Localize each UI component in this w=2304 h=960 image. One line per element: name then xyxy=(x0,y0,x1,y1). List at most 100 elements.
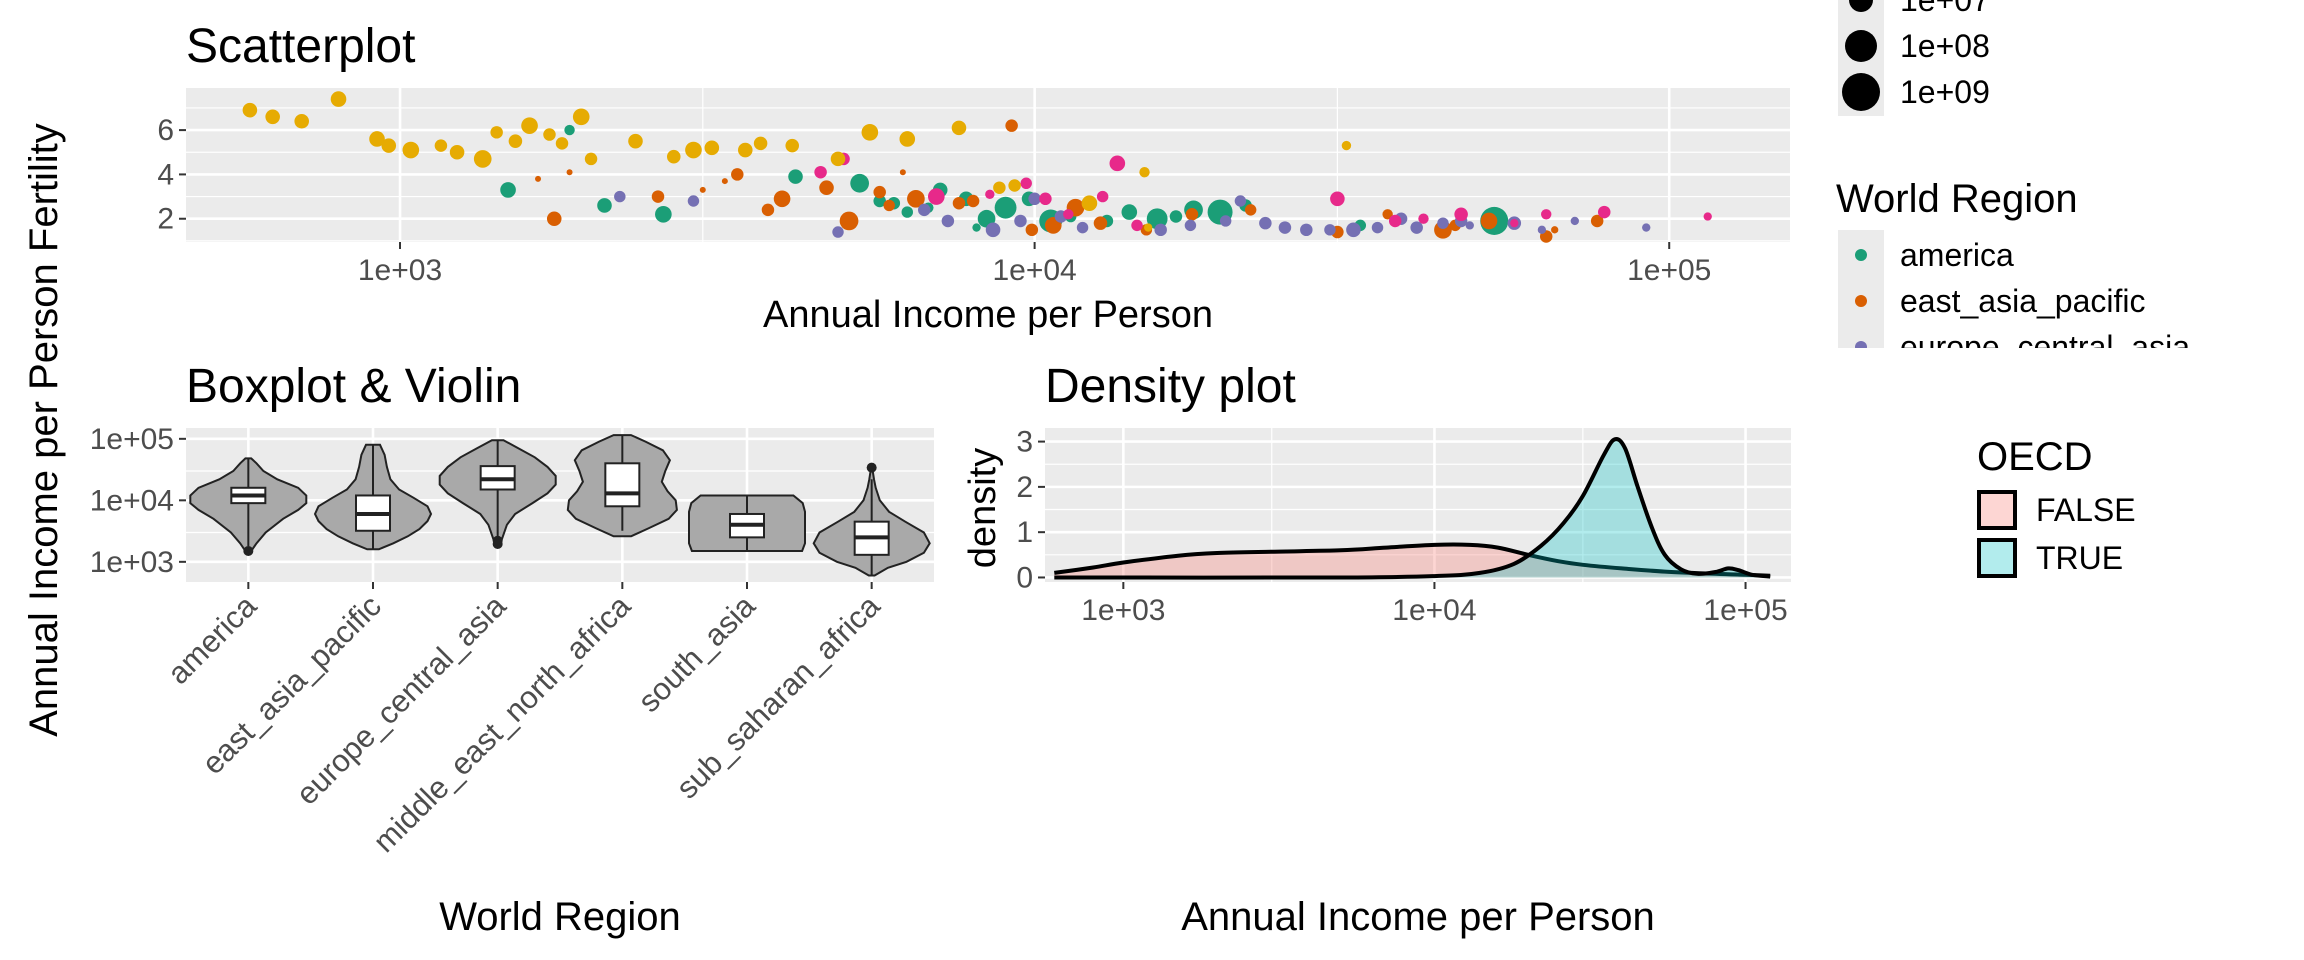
density-grid xyxy=(1045,428,1791,582)
density-x-axis-title: Annual Income per Person xyxy=(1181,895,1655,939)
density-x-tick-label: 1e+03 xyxy=(1081,594,1165,627)
scatter-point xyxy=(687,195,700,207)
scatter-point xyxy=(1598,205,1611,219)
scatter-point xyxy=(449,144,465,160)
scatter-x-tick-label: 1e+04 xyxy=(992,254,1076,287)
scatter-point xyxy=(830,151,846,167)
scatter-point xyxy=(1076,221,1089,234)
scatter-point xyxy=(883,199,895,212)
scatter-point xyxy=(614,190,626,203)
scatter-point xyxy=(918,203,931,217)
scatter-point xyxy=(1382,209,1393,220)
scatter-point xyxy=(738,142,753,158)
scatter-point xyxy=(535,175,542,182)
scatter-point xyxy=(1093,216,1108,230)
scatter-point xyxy=(1465,221,1474,230)
scatter-point xyxy=(1109,155,1126,172)
world-region-legend-key xyxy=(1855,249,1867,261)
scatter-point xyxy=(850,173,869,193)
scatter-y-tick-label: 2 xyxy=(157,203,174,236)
density-y-tick-label: 2 xyxy=(1016,471,1033,504)
scatter-point xyxy=(1184,219,1197,232)
scatter-point xyxy=(832,226,844,238)
box-iqr xyxy=(604,462,641,508)
scatter-point xyxy=(1020,177,1032,190)
scatter-point xyxy=(1131,219,1143,232)
size-legend-label: 1e+08 xyxy=(1900,28,1990,64)
scatter-points xyxy=(242,91,1712,243)
scatter-point xyxy=(1008,179,1021,192)
density-y-tick-label: 3 xyxy=(1016,426,1033,459)
violin-x-axis-title: World Region xyxy=(439,895,681,939)
violin-title: Boxplot & Violin xyxy=(186,360,521,413)
scatter-point xyxy=(1330,191,1345,207)
scatter-point xyxy=(972,223,981,232)
scatter-point xyxy=(434,139,448,152)
scatter-point xyxy=(927,188,945,205)
scatter-point xyxy=(785,138,799,153)
scatter-point xyxy=(1025,223,1039,237)
violin-x-tick-label: south_asia xyxy=(631,588,762,719)
scatter-point xyxy=(704,140,720,156)
density-areas xyxy=(1054,437,1771,580)
density-axes: 0 1 2 3 1e+03 1e+04 1e+05 xyxy=(1016,426,1787,627)
box-outlier xyxy=(492,538,503,549)
oecd-legend-key-bg xyxy=(1977,538,2017,578)
world-region-legend-label: america xyxy=(1900,237,2014,273)
scatter-point xyxy=(330,91,347,107)
size-legend-label: 1e+09 xyxy=(1900,74,1990,110)
scatter-point xyxy=(1324,224,1336,236)
scatter-point xyxy=(966,194,980,208)
scatter-point xyxy=(788,169,803,184)
box-outlier xyxy=(243,546,254,557)
scatter-point xyxy=(951,120,967,136)
oecd-legend-key-bg xyxy=(1977,490,2017,530)
violin-y-tick-label: 1e+05 xyxy=(90,423,174,456)
scatter-point xyxy=(839,211,859,231)
scatter-point xyxy=(369,131,385,147)
scatter-point xyxy=(1480,212,1498,230)
scatter-point xyxy=(490,126,503,139)
scatter-x-axis-title: Annual Income per Person xyxy=(763,294,1213,336)
world-region-legend-title: World Region xyxy=(1836,177,2078,221)
scatter-point xyxy=(1541,209,1552,220)
oecd-legend-label: FALSE xyxy=(2036,492,2136,528)
world-region-legend: america east_asia_pacific europe_central_a… xyxy=(1838,230,2190,365)
scatter-point xyxy=(655,205,672,223)
scatter-point xyxy=(1537,225,1547,234)
scatter-point xyxy=(761,203,775,217)
scatter-point xyxy=(753,136,768,151)
size-legend: 1e+07 1e+08 1e+09 xyxy=(1838,0,1990,116)
violin-panel xyxy=(186,428,934,582)
density-line xyxy=(1054,437,1771,580)
world-region-legend-label: europe_central_asia xyxy=(1900,329,2190,365)
world-region-legend-key xyxy=(1855,341,1867,348)
scatter-point xyxy=(242,102,258,118)
scatter-point xyxy=(1219,215,1232,227)
scatter-point xyxy=(265,109,280,125)
density-y-axis-title: density xyxy=(962,448,1004,568)
scatter-point xyxy=(1418,213,1429,224)
size-legend-key xyxy=(1845,30,1877,62)
scatter-point xyxy=(381,138,397,153)
violin-x-tick-label: middle_east_north_africa xyxy=(366,588,637,859)
scatter-point xyxy=(402,141,420,159)
scatter-point xyxy=(699,186,706,193)
violin-y-tick-label: 1e+04 xyxy=(90,484,174,517)
scatter-point xyxy=(1341,140,1352,151)
scatter-point xyxy=(685,141,702,159)
scatter-point xyxy=(1454,207,1468,222)
world-region-legend-label: east_asia_pacific xyxy=(1900,283,2145,319)
oecd-legend-key xyxy=(1977,538,2017,578)
scatter-point xyxy=(572,108,590,126)
scatter-point xyxy=(1121,204,1138,220)
scatter-point xyxy=(1169,210,1183,223)
scatter-title: Scatterplot xyxy=(186,20,415,73)
scatter-point xyxy=(1590,214,1604,228)
scatter-point xyxy=(1144,223,1153,232)
scatter-point xyxy=(543,128,556,141)
scatter-point xyxy=(1570,216,1579,226)
scatter-point xyxy=(566,169,573,176)
density-x-tick-label: 1e+04 xyxy=(1392,594,1476,627)
